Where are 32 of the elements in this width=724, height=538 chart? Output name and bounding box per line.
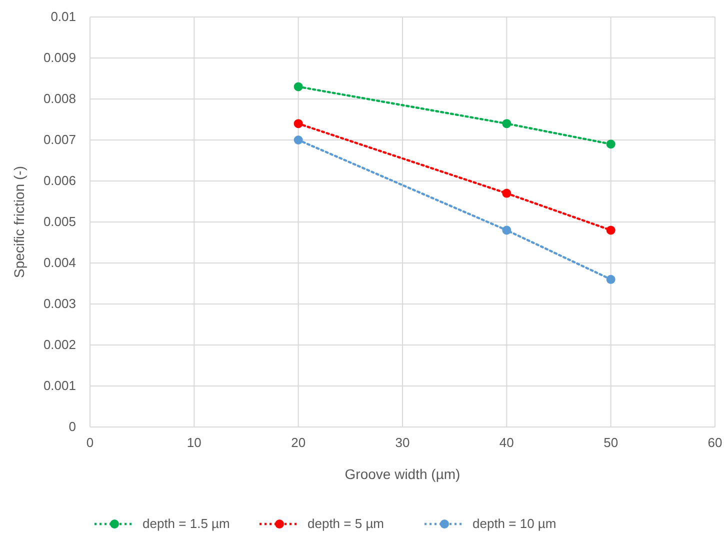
y-tick-label: 0.008: [43, 91, 76, 106]
point: [294, 119, 303, 128]
y-tick-label: 0.005: [43, 214, 76, 229]
x-tick-label: 30: [395, 435, 410, 450]
x-axis-title: Groove width (µm): [344, 466, 460, 482]
y-tick-label: 0: [68, 419, 76, 434]
y-tick-label: 0.01: [50, 9, 76, 24]
point: [606, 274, 616, 284]
x-tick-label: 10: [186, 435, 202, 450]
point: [606, 226, 616, 235]
x-tick-label: 60: [708, 435, 722, 450]
y-tick-label: 0.004: [43, 255, 76, 270]
legend-label: depth = 1.5 µm: [142, 516, 230, 531]
point: [606, 140, 616, 149]
x-tick-label: 20: [291, 435, 306, 450]
x-tick-label: 40: [499, 435, 514, 450]
legend-label: depth = 5 µm: [308, 516, 384, 531]
legend-label: depth = 10 µm: [472, 516, 556, 531]
point: [294, 136, 303, 144]
y-tick-label: 0.003: [43, 296, 76, 311]
point: [502, 119, 512, 128]
x-tick-label: 0: [86, 435, 94, 450]
y-tick-label: 0.001: [43, 378, 76, 393]
point: [294, 82, 303, 92]
y-tick-label: 0.002: [43, 337, 76, 352]
point: [502, 188, 512, 198]
point: [502, 226, 512, 235]
y-tick-label: 0.007: [43, 132, 76, 147]
y-axis-title: Specific friction (-): [11, 166, 27, 278]
y-tick-label: 0.009: [43, 50, 76, 65]
x-tick-label: 50: [604, 435, 618, 450]
y-tick-label: 0.006: [43, 173, 76, 188]
